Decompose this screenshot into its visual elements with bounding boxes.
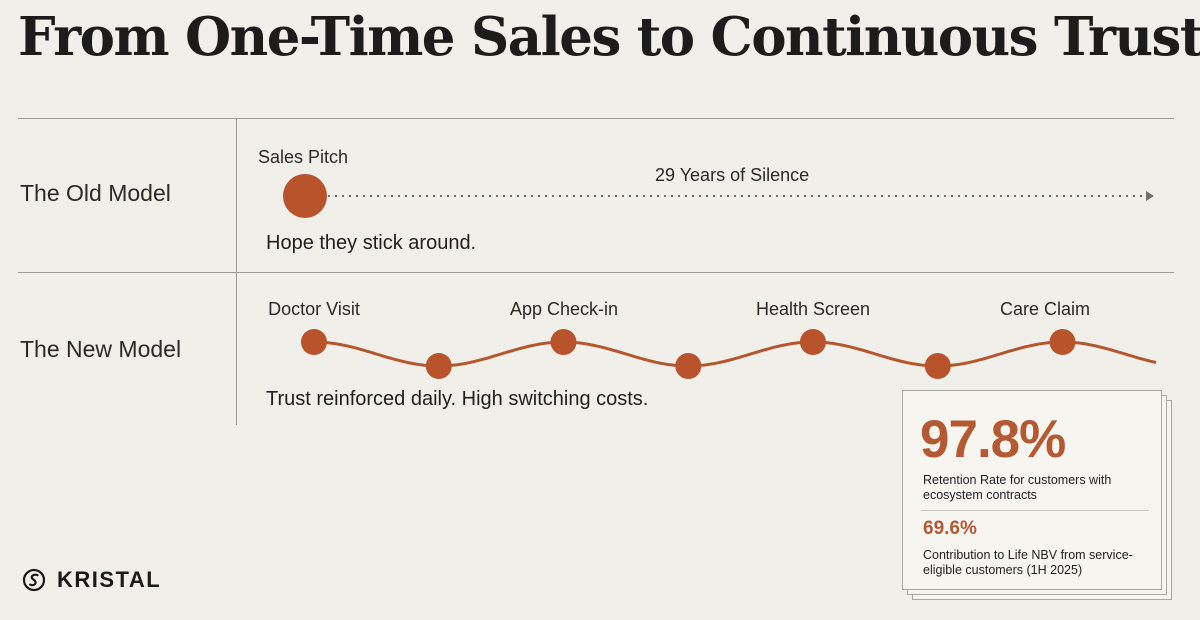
nbv-contribution-value: 69.6%: [923, 518, 977, 539]
doctor-visit-node: [301, 329, 327, 355]
new-model-label: The New Model: [20, 336, 182, 362]
column-divider: [236, 118, 237, 425]
old-model-timeline: [283, 174, 1154, 218]
app-check-in-node: [550, 329, 577, 355]
kristal-logo: KRISTAL: [22, 567, 161, 593]
kristal-logo-icon: [22, 568, 46, 592]
health-screen-node: [800, 329, 826, 355]
care-claim-node: [1049, 329, 1076, 355]
silence-label: 29 Years of Silence: [655, 165, 810, 185]
event-label-care-claim: Care Claim: [999, 299, 1091, 319]
event-label-health-screen: Health Screen: [755, 299, 871, 319]
old-model-label: The Old Model: [20, 180, 171, 206]
middle-divider: [18, 272, 1174, 273]
page-title: From One-Time Sales to Continuous Trust: [18, 6, 1200, 68]
wave-node-6: [924, 353, 951, 379]
event-label-doctor-visit: Doctor Visit: [268, 299, 360, 319]
sales-pitch-node: [283, 174, 327, 218]
event-label-app-check-in: App Check-in: [509, 299, 619, 319]
top-divider: [18, 118, 1174, 119]
logo-text: KRISTAL: [57, 567, 162, 592]
retention-rate-description: Retention Rate for customers with ecosys…: [923, 473, 1112, 502]
old-model-caption: Hope they stick around.: [266, 232, 477, 254]
silence-arrow-head: [1146, 191, 1154, 201]
new-model-caption: Trust reinforced daily. High switching c…: [266, 388, 649, 410]
sales-pitch-label: Sales Pitch: [258, 147, 349, 167]
stat-card: 97.8% Retention Rate for customers with …: [902, 390, 1162, 590]
trust-wave-line: [314, 340, 1157, 368]
wave-node-2: [425, 353, 452, 379]
new-model-timeline: [301, 329, 1157, 379]
stat-card-divider: [921, 510, 1149, 511]
nbv-contribution-description: Contribution to Life NBV from service-el…: [923, 548, 1133, 577]
retention-rate-value: 97.8%: [920, 410, 1066, 469]
wave-node-4: [675, 353, 702, 379]
